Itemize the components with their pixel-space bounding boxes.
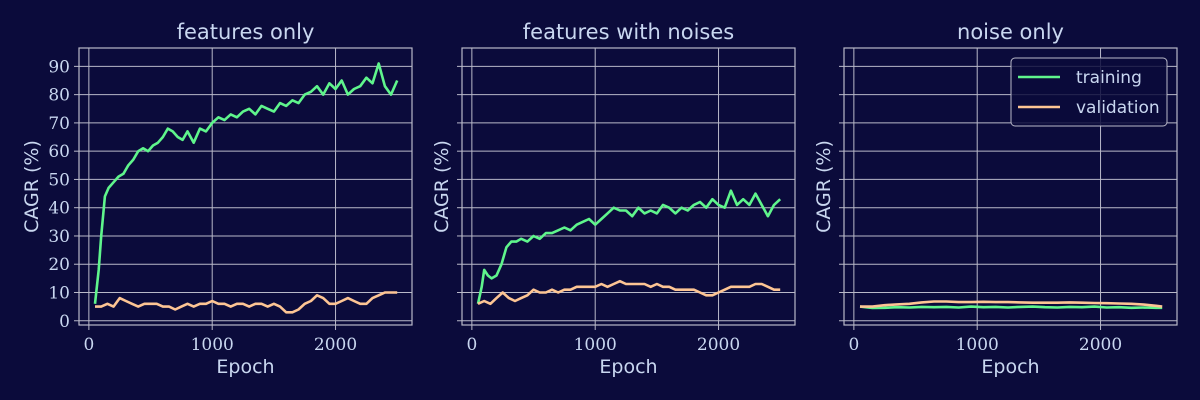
y-axis-label: CAGR (%) (431, 140, 453, 233)
plot-frame (78, 47, 413, 326)
x-tick-label: 2000 (314, 335, 357, 355)
y-tick-label: 0 (59, 312, 70, 332)
x-tick-label: 1000 (191, 335, 234, 355)
y-axis-label: CAGR (%) (21, 140, 43, 233)
y-tick-label: 60 (48, 142, 70, 162)
chart-panel-1: 0 1000 2000 0 10 20 30 40 50 60 70 80 90 features onl… (21, 20, 413, 378)
y-tick-label: 80 (48, 86, 70, 106)
x-axis-label: Epoch (981, 356, 1039, 378)
plot-frame (461, 47, 796, 326)
chart-title: features only (177, 20, 315, 44)
series-line-training (859, 305, 1163, 310)
y-tick-label: 50 (48, 170, 70, 190)
y-tick-label: 90 (48, 57, 70, 77)
series-line-validation (95, 291, 398, 314)
x-axis-label: Epoch (599, 356, 657, 378)
x-tick-label: 0 (848, 335, 859, 355)
chart-panel-2: 0 1000 2000 features with noises Epoch CAGR (… (431, 20, 796, 378)
x-tick-label: 1000 (574, 335, 617, 355)
legend-label-validation: validation (1076, 98, 1160, 118)
y-tick-label: 30 (48, 227, 70, 247)
legend-label-training: training (1076, 68, 1142, 88)
y-tick-label: 10 (48, 283, 70, 303)
y-tick-label: 40 (48, 199, 70, 219)
series-line-training (93, 62, 399, 304)
plot-frame (843, 47, 1178, 326)
series-line-training (476, 189, 782, 305)
legend-box (1010, 57, 1168, 127)
y-tick-label: 20 (48, 255, 70, 275)
x-tick-label: 1000 (956, 335, 999, 355)
x-tick-label: 2000 (697, 335, 740, 355)
legend: training validation (1010, 57, 1168, 127)
series-line-validation (860, 300, 1163, 308)
chart-title: features with noises (523, 20, 734, 44)
y-axis-label: CAGR (%) (813, 140, 835, 233)
chart-panel-3: 0 1000 2000 noise only Epoch CAGR (%) training… (813, 20, 1178, 378)
x-tick-label: 2000 (1079, 335, 1122, 355)
x-tick-label: 0 (466, 335, 477, 355)
chart-title: noise only (957, 20, 1064, 44)
y-tick-label: 70 (48, 114, 70, 134)
x-tick-label: 0 (83, 335, 94, 355)
series-line-validation (477, 279, 781, 306)
x-axis-label: Epoch (216, 356, 274, 378)
